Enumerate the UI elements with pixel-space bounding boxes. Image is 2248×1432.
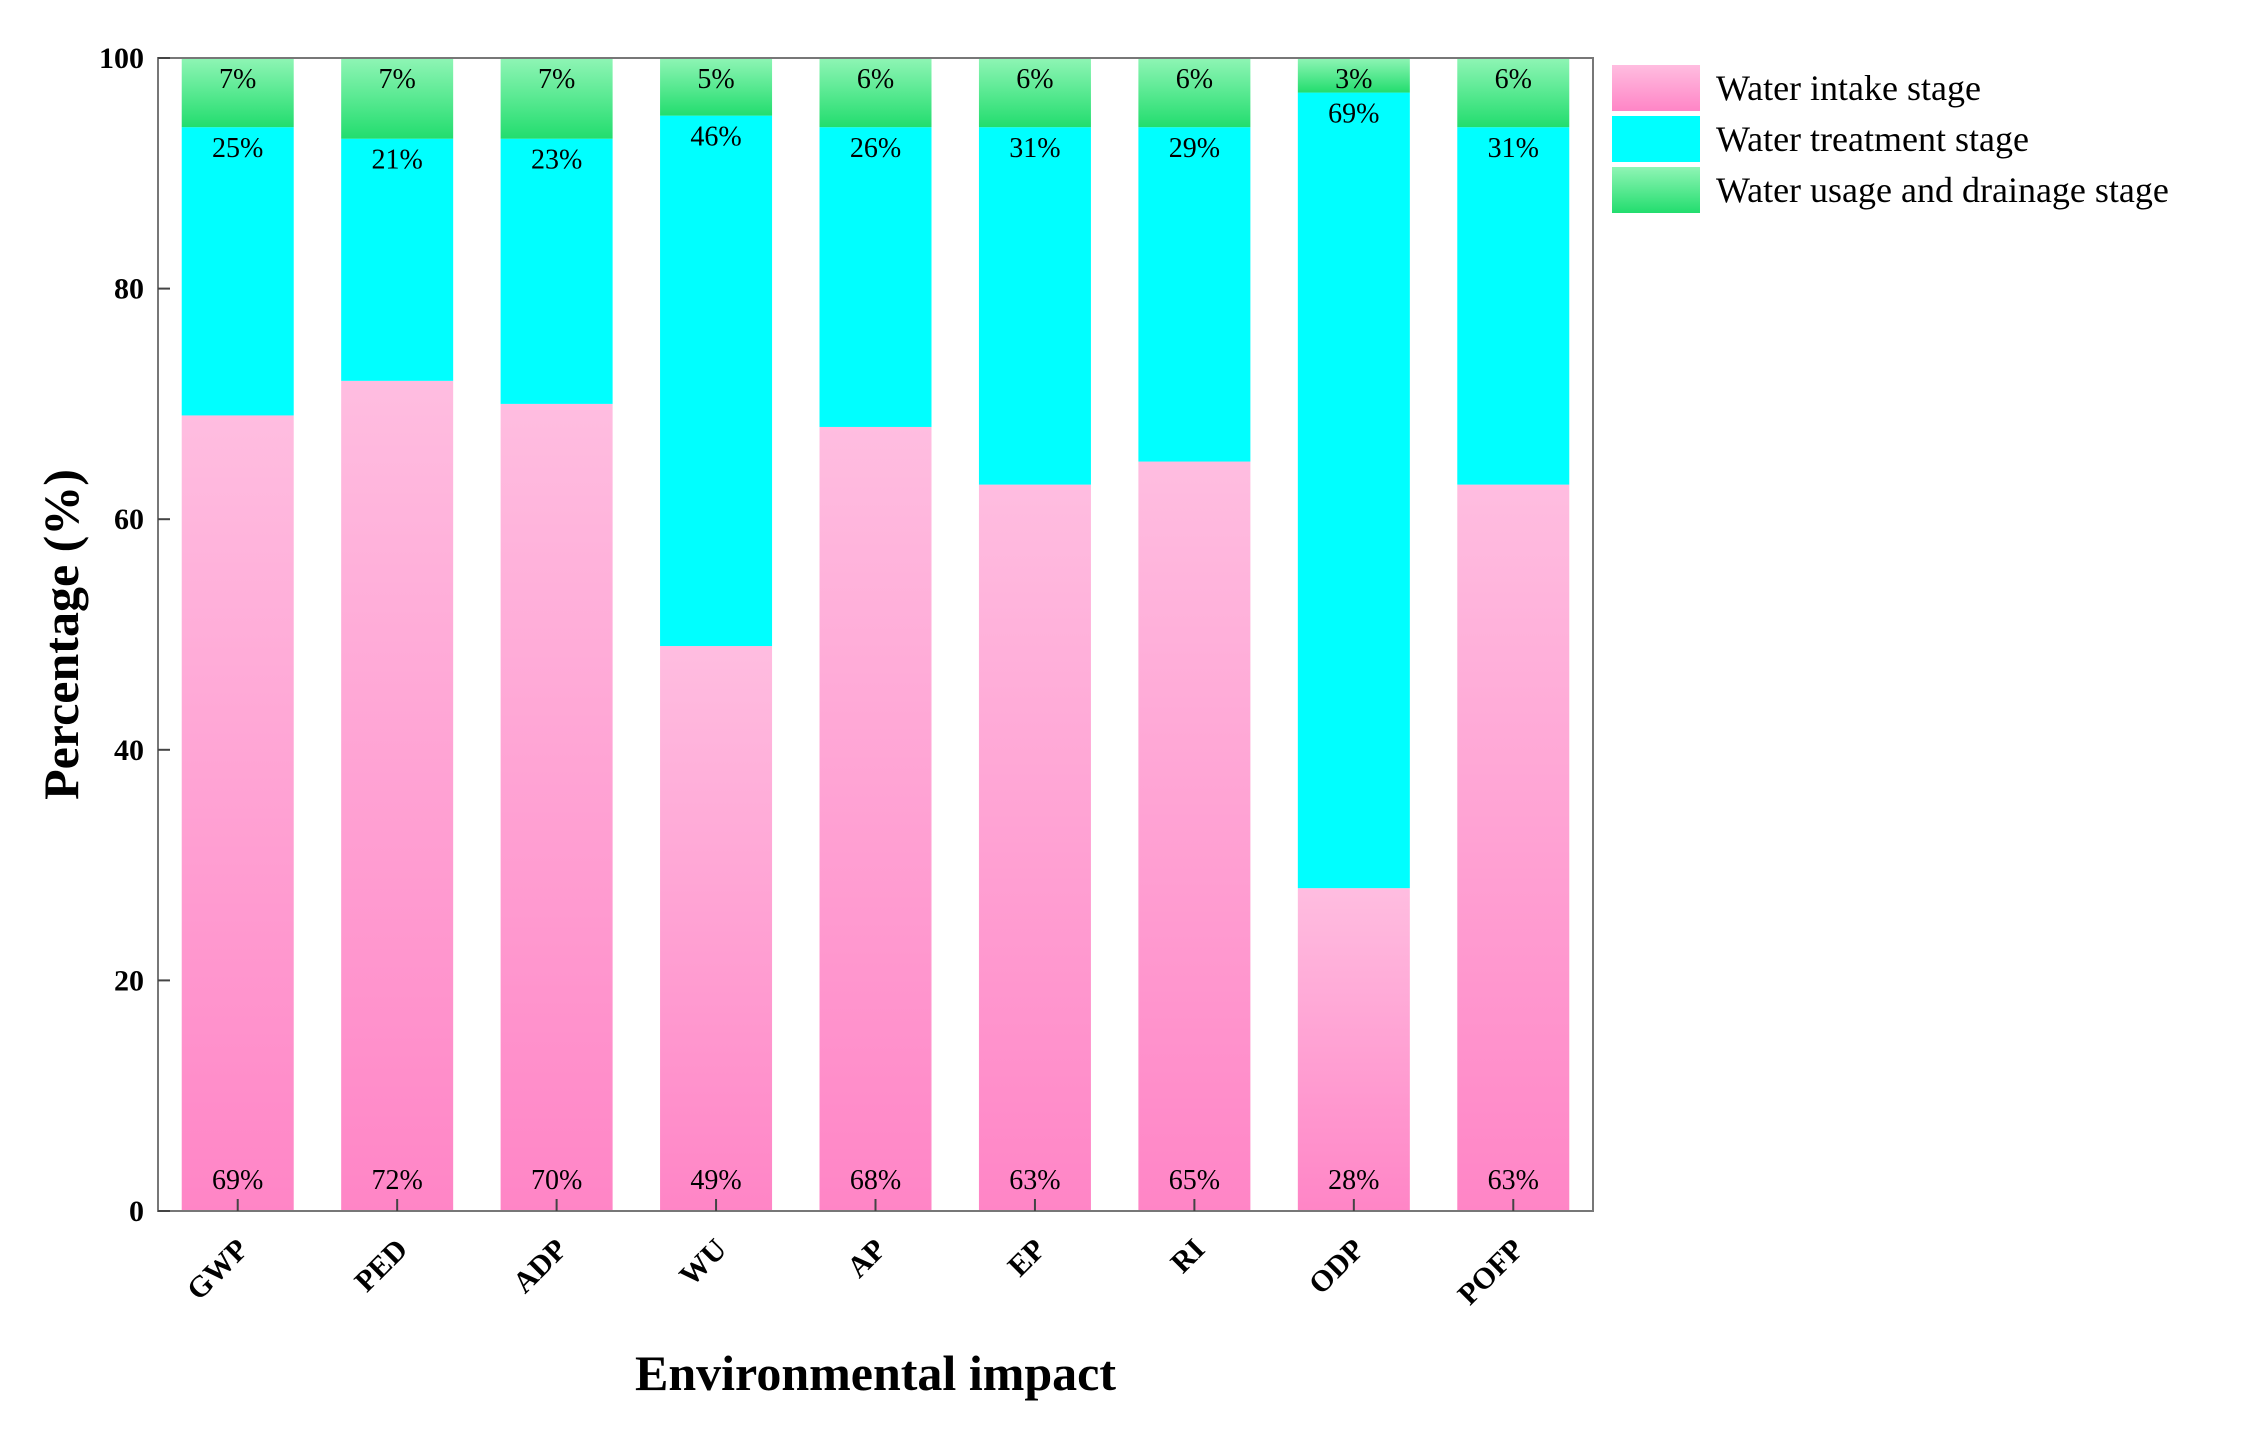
bar-label-odp-series-2: 69%: [1328, 99, 1379, 130]
bar-segment-gwp-series-1: [181, 415, 294, 1211]
bar-label-ped-series-2: 21%: [372, 145, 423, 176]
x-tick-label-adp: ADP: [507, 1233, 574, 1300]
bar-segment-ri-series-2: [1138, 127, 1251, 462]
bar-label-adp-series-1: 70%: [531, 1165, 582, 1196]
bar-segment-ap-series-2: [819, 127, 932, 427]
y-axis-title: Percentage (%): [33, 469, 89, 800]
bar-segment-ped-series-1: [341, 380, 454, 1212]
bar-segment-ap-series-3: [819, 58, 932, 128]
bar-segment-wu-series-1: [660, 646, 773, 1211]
bar-label-ped-series-3: 7%: [379, 64, 416, 95]
bar-label-ap-series-3: 6%: [857, 64, 894, 95]
bar-label-ep-series-3: 6%: [1016, 64, 1053, 95]
bar-segment-ep-series-3: [978, 58, 1091, 128]
y-tick-label: 0: [129, 1195, 144, 1228]
bar-segment-gwp-series-3: [181, 58, 294, 128]
bar-labels-layer: 69% 25% 7% 72% 21% 7% 70% 23% 7% 49% 46% 5% 68% 26% 6%…: [212, 64, 1539, 1196]
y-tick-label: 40: [114, 734, 144, 767]
x-axis: GWP PED ADP WU AP EP RI ODP POFP: [181, 1199, 1531, 1312]
bar-segment-adp-series-3: [500, 58, 613, 139]
bar-label-gwp-series-2: 25%: [212, 133, 263, 164]
bar-label-pofp-series-3: 6%: [1495, 64, 1532, 95]
bar-segment-wu-series-2: [660, 115, 773, 647]
bar-label-ap-series-2: 26%: [850, 133, 901, 164]
bar-segment-ped-series-2: [341, 138, 454, 381]
legend: Water intake stage Water treatment stage W…: [1612, 65, 2169, 213]
bar-label-ep-series-1: 63%: [1009, 1165, 1060, 1196]
bar-segment-ap-series-1: [819, 426, 932, 1212]
y-tick-label: 100: [99, 42, 144, 75]
x-tick-label-pofp: POFP: [1452, 1233, 1531, 1312]
legend-swatch-2: [1612, 116, 1700, 162]
bar-label-adp-series-2: 23%: [531, 145, 582, 176]
y-axis: 0 20 40 60 80 100: [99, 42, 170, 1228]
bar-label-wu-series-3: 5%: [697, 64, 734, 95]
x-tick-label-gwp: GWP: [181, 1233, 255, 1307]
x-tick-label-ap: AP: [841, 1233, 893, 1285]
bar-segment-ep-series-2: [978, 127, 1091, 485]
bar-label-ri-series-3: 6%: [1176, 64, 1213, 95]
bar-segment-pofp-series-2: [1457, 127, 1570, 485]
legend-label-2: Water treatment stage: [1716, 119, 2029, 159]
bar-segment-ri-series-3: [1138, 58, 1251, 128]
bar-label-ep-series-2: 31%: [1009, 133, 1060, 164]
bar-segment-gwp-series-2: [181, 127, 294, 416]
bar-segment-adp-series-2: [500, 138, 613, 404]
bar-segment-odp-series-1: [1297, 888, 1410, 1211]
bar-segment-ped-series-3: [341, 58, 454, 139]
bar-label-odp-series-3: 3%: [1335, 64, 1372, 95]
x-tick-label-ped: PED: [348, 1233, 414, 1299]
y-tick-label: 80: [114, 273, 144, 306]
bar-label-wu-series-2: 46%: [690, 122, 741, 153]
x-tick-label-ep: EP: [1001, 1233, 1051, 1283]
legend-label-3: Water usage and drainage stage: [1716, 170, 2169, 210]
bar-label-ap-series-1: 68%: [850, 1165, 901, 1196]
legend-swatch-1: [1612, 65, 1700, 111]
bar-segment-odp-series-2: [1297, 92, 1410, 889]
x-tick-label-odp: ODP: [1303, 1233, 1371, 1301]
legend-label-1: Water intake stage: [1716, 68, 1981, 108]
bar-segment-odp-series-3: [1297, 58, 1410, 93]
bar-segment-wu-series-3: [660, 58, 773, 116]
bar-label-pofp-series-1: 63%: [1488, 1165, 1539, 1196]
bar-label-ri-series-1: 65%: [1169, 1165, 1220, 1196]
bar-segment-ri-series-1: [1138, 461, 1251, 1211]
x-axis-title: Environmental impact: [635, 1345, 1116, 1401]
bar-label-wu-series-1: 49%: [690, 1165, 741, 1196]
bar-segment-adp-series-1: [500, 403, 613, 1211]
bar-label-ped-series-1: 72%: [372, 1165, 423, 1196]
y-tick-label: 60: [114, 503, 144, 536]
bar-label-odp-series-1: 28%: [1328, 1165, 1379, 1196]
bars-layer: [181, 58, 1570, 1212]
bar-segment-pofp-series-1: [1457, 484, 1570, 1211]
legend-swatch-3: [1612, 167, 1700, 213]
y-tick-label: 20: [114, 964, 144, 997]
bar-segment-ep-series-1: [978, 484, 1091, 1211]
bar-label-ri-series-2: 29%: [1169, 133, 1220, 164]
bar-label-gwp-series-1: 69%: [212, 1165, 263, 1196]
x-tick-label-wu: WU: [673, 1233, 733, 1293]
x-tick-label-ri: RI: [1164, 1233, 1211, 1280]
bar-label-adp-series-3: 7%: [538, 64, 575, 95]
bar-label-gwp-series-3: 7%: [219, 64, 256, 95]
bar-label-pofp-series-2: 31%: [1488, 133, 1539, 164]
bar-segment-pofp-series-3: [1457, 58, 1570, 128]
